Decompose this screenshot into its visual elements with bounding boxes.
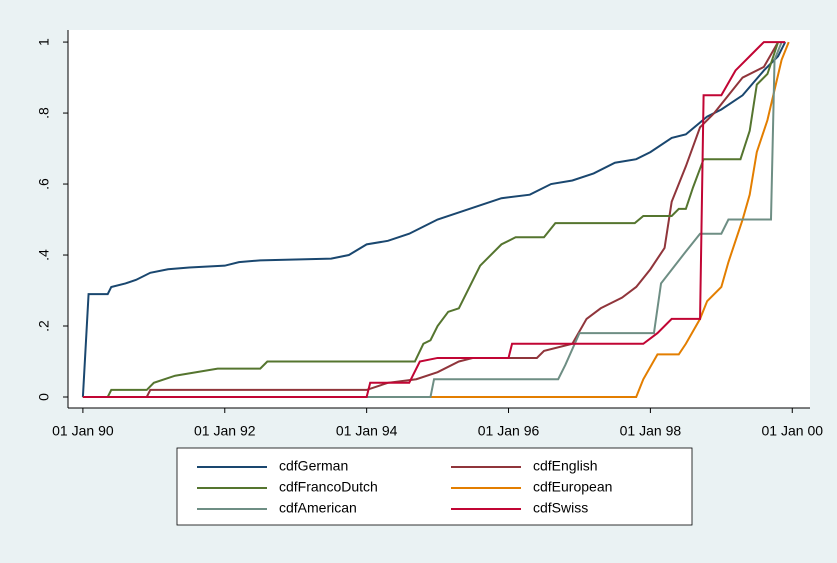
series-line bbox=[82, 41, 783, 398]
x-tick-label: 01 Jan 94 bbox=[336, 423, 398, 439]
legend-label: cdfAmerican bbox=[279, 500, 357, 516]
y-tick-label: .8 bbox=[36, 107, 52, 119]
legend-label: cdfFrancoDutch bbox=[279, 479, 378, 495]
legend-box bbox=[176, 447, 693, 526]
y-tick-label: 0 bbox=[36, 393, 52, 401]
legend-label: cdfEnglish bbox=[533, 458, 598, 474]
x-tick-label: 01 Jan 92 bbox=[194, 423, 256, 439]
y-tick-label: .6 bbox=[36, 178, 52, 190]
x-tick-label: 01 Jan 00 bbox=[762, 423, 824, 439]
y-tick-label: 1 bbox=[36, 38, 52, 46]
x-tick-label: 01 Jan 96 bbox=[478, 423, 540, 439]
x-tick-label: 01 Jan 90 bbox=[52, 423, 114, 439]
x-tick-label: 01 Jan 98 bbox=[620, 423, 682, 439]
legend-label: cdfSwiss bbox=[533, 500, 588, 516]
y-tick-label: .4 bbox=[36, 249, 52, 261]
legend-label: cdfEuropean bbox=[533, 479, 612, 495]
series-line bbox=[82, 41, 790, 398]
y-tick-label: .2 bbox=[36, 320, 52, 332]
series-line bbox=[82, 41, 786, 398]
series-line bbox=[81, 41, 787, 398]
legend-label: cdfGerman bbox=[279, 458, 348, 474]
